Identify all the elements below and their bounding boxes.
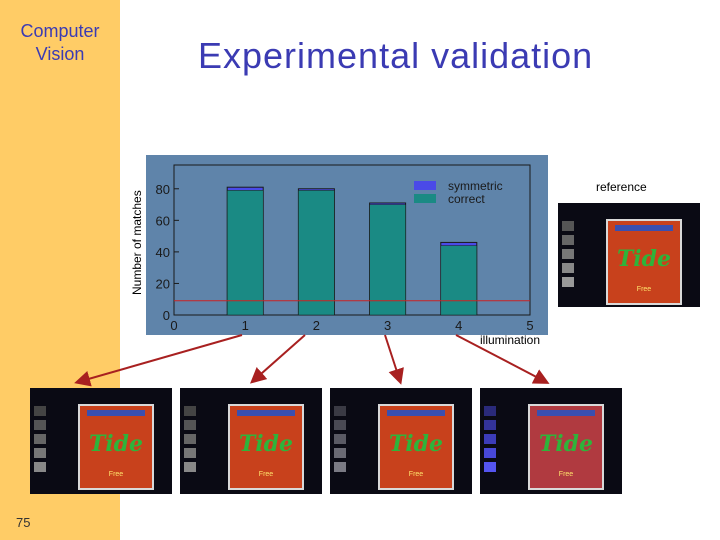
brand-subtext: Free <box>636 286 652 294</box>
illumination-image-1: Tide Free <box>30 388 172 494</box>
slide-title: Experimental validation <box>198 35 594 76</box>
x-tick-label: 3 <box>384 318 391 333</box>
y-tick-label: 0 <box>163 308 170 323</box>
legend-label: correct <box>448 192 485 206</box>
y-tick-label: 20 <box>156 276 170 291</box>
product-box: Tide Free <box>78 404 154 490</box>
product-box: Tide Free <box>528 404 604 490</box>
y-tick-label: 60 <box>156 213 170 228</box>
product-box: Tide Free <box>228 404 304 490</box>
bar-correct <box>369 204 406 316</box>
arrow-1 <box>74 334 243 387</box>
sidebar-title: Computer Vision <box>0 20 120 66</box>
legend-label: symmetric <box>448 179 503 193</box>
x-tick-label: 4 <box>455 318 462 333</box>
brand-text: Tide <box>88 430 144 457</box>
bar-correct <box>298 190 335 316</box>
plot-frame <box>173 164 531 316</box>
brand-text: Tide <box>238 430 294 457</box>
product-box: Tide Free <box>378 404 454 490</box>
x-tick-label: 0 <box>170 318 177 333</box>
reference-image: Tide Free <box>558 203 700 307</box>
legend-swatch <box>414 181 436 190</box>
product-box: Tide Free <box>606 219 682 305</box>
arrow-2 <box>250 334 306 384</box>
brand-subtext: Free <box>108 471 124 479</box>
brand-subtext: Free <box>258 471 274 479</box>
illumination-image-3: Tide Free <box>330 388 472 494</box>
brand-text: Tide <box>616 245 672 272</box>
brand-text: Tide <box>388 430 444 457</box>
brand-subtext: Free <box>408 471 424 479</box>
y-tick-label: 40 <box>156 245 170 260</box>
arrow-4 <box>455 334 550 384</box>
arrow-3 <box>384 334 404 385</box>
legend-swatch <box>414 194 436 203</box>
bar-correct <box>226 190 264 316</box>
sidebar-title-line1: Computer <box>20 21 100 41</box>
x-tick-label: 5 <box>526 318 533 333</box>
color-strip <box>562 221 574 291</box>
chart-x-axis-label: illumination <box>480 333 541 347</box>
illumination-image-4: Tide Free <box>480 388 622 494</box>
x-tick-label: 1 <box>242 318 249 333</box>
bar-correct <box>440 245 478 316</box>
sidebar-title-line2: Vision <box>35 44 85 64</box>
slide-number: 75 <box>16 515 31 530</box>
brand-text: Tide <box>538 430 594 457</box>
reference-label: reference <box>596 180 647 194</box>
illumination-image-2: Tide Free <box>180 388 322 494</box>
bar-chart: 0 20 40 60 80 0 1 2 3 4 5 symmetric correct <box>146 155 548 335</box>
x-tick-label: 2 <box>313 318 320 333</box>
brand-subtext: Free <box>558 471 574 479</box>
plot-background <box>146 155 548 335</box>
y-tick-label: 80 <box>156 182 170 197</box>
